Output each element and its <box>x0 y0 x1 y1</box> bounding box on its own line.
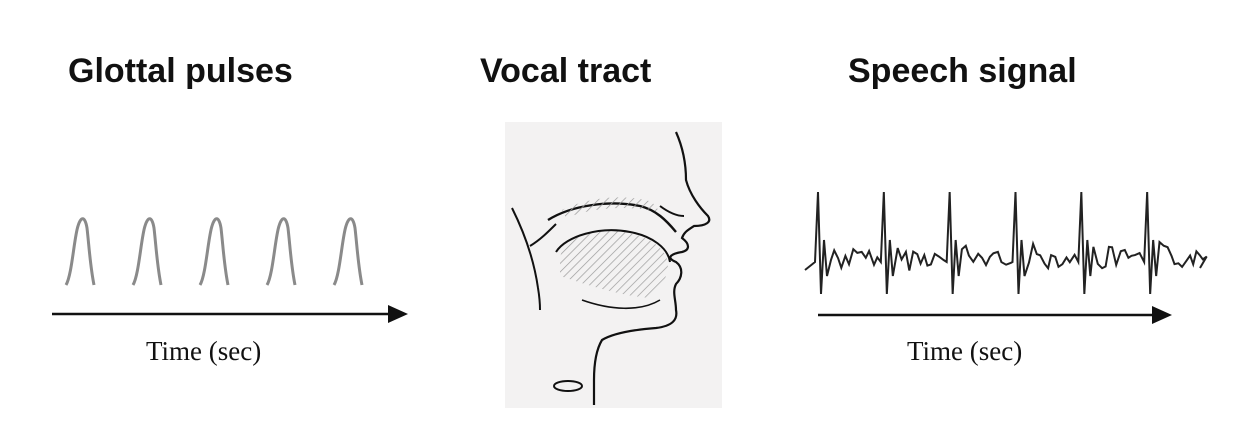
speech-axis-arrowhead <box>1152 306 1172 324</box>
glottal-pulse <box>131 217 163 286</box>
speech-signal-title: Speech signal <box>848 52 1077 90</box>
oral-cavity <box>560 231 668 298</box>
speech-waveform <box>804 191 1208 295</box>
nasal-cavity <box>562 197 660 218</box>
glottal-axis-arrowhead <box>388 305 408 323</box>
lower-jaw <box>581 299 661 310</box>
glottal-time-label: Time (sec) <box>146 336 262 366</box>
vocal-tract-title: Vocal tract <box>480 52 652 90</box>
glottal-pulse-train <box>64 217 364 286</box>
glottal-pulses-title: Glottal pulses <box>68 52 293 90</box>
larynx-mark <box>553 380 583 392</box>
speech-time-label: Time (sec) <box>907 336 1023 366</box>
glottal-pulse <box>64 217 96 286</box>
nostril-line <box>659 205 685 217</box>
glottal-time-axis <box>52 305 408 323</box>
glottal-pulse <box>198 217 230 286</box>
vocal-tract-illustration <box>505 122 722 408</box>
speech-time-axis <box>818 306 1172 324</box>
glottal-pulse <box>332 217 364 286</box>
velum <box>529 223 557 247</box>
glottal-pulse <box>265 217 297 286</box>
face-profile <box>592 131 711 405</box>
tongue-outline <box>555 229 671 263</box>
pharynx-back-wall <box>511 207 541 311</box>
